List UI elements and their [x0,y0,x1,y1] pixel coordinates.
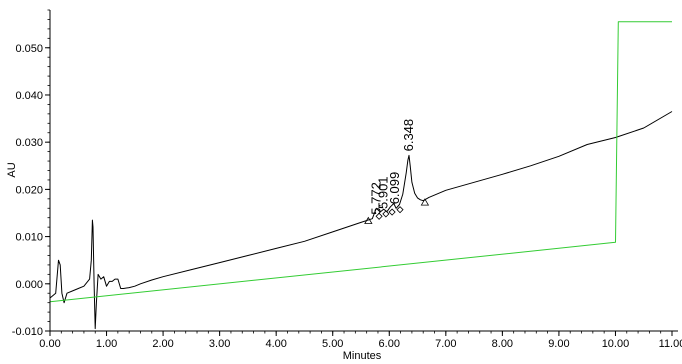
peak-label: 6.348 [401,119,416,152]
peak-label: 5.772 [368,182,383,215]
y-axis-title: AU [6,162,18,177]
axes: 0.00 1.00 2.00 3.00 4.00 5.00 6.00 7.00 8.00 9.00… [12,9,682,350]
gradient-line [49,21,672,303]
x-tick-label: 3.00 [209,338,230,350]
x-tick-label: 11.00 [659,338,682,350]
x-tick-label: 6.00 [379,338,400,350]
peak-diamond-marker [388,208,396,216]
x-tick-label: 10.00 [602,338,630,350]
y-tick-label: -0.010 [12,326,43,338]
y-tick-label: 0.000 [15,279,43,291]
baseline-triangle-marker [420,198,430,206]
x-tick-label: 9.00 [548,338,569,350]
y-tick-label: 0.050 [15,43,43,55]
x-axis-title: Minutes [343,350,382,362]
baseline-triangle-marker [364,216,373,224]
y-tick-label: 0.020 [15,184,43,196]
x-tick-label: 1.00 [96,338,117,350]
peak-diamond-marker [375,212,383,220]
x-tick-label: 2.00 [152,338,173,350]
detector-trace-line [49,111,673,330]
peak-diamond-marker [396,206,404,214]
peak-label: 6.099 [387,172,402,205]
peak-diamond-marker [382,210,390,218]
x-tick-label: 4.00 [265,338,286,350]
x-tick-label: 8.00 [492,338,513,350]
x-tick-label: 7.00 [435,338,456,350]
y-tick-label: 0.010 [15,232,43,244]
x-tick-label: 0.00 [39,338,60,350]
y-tick-label: 0.030 [15,137,43,149]
x-tick-label: 5.00 [322,338,343,350]
y-tick-label: 0.040 [15,90,43,102]
peak-label: 5.901 [376,176,391,209]
